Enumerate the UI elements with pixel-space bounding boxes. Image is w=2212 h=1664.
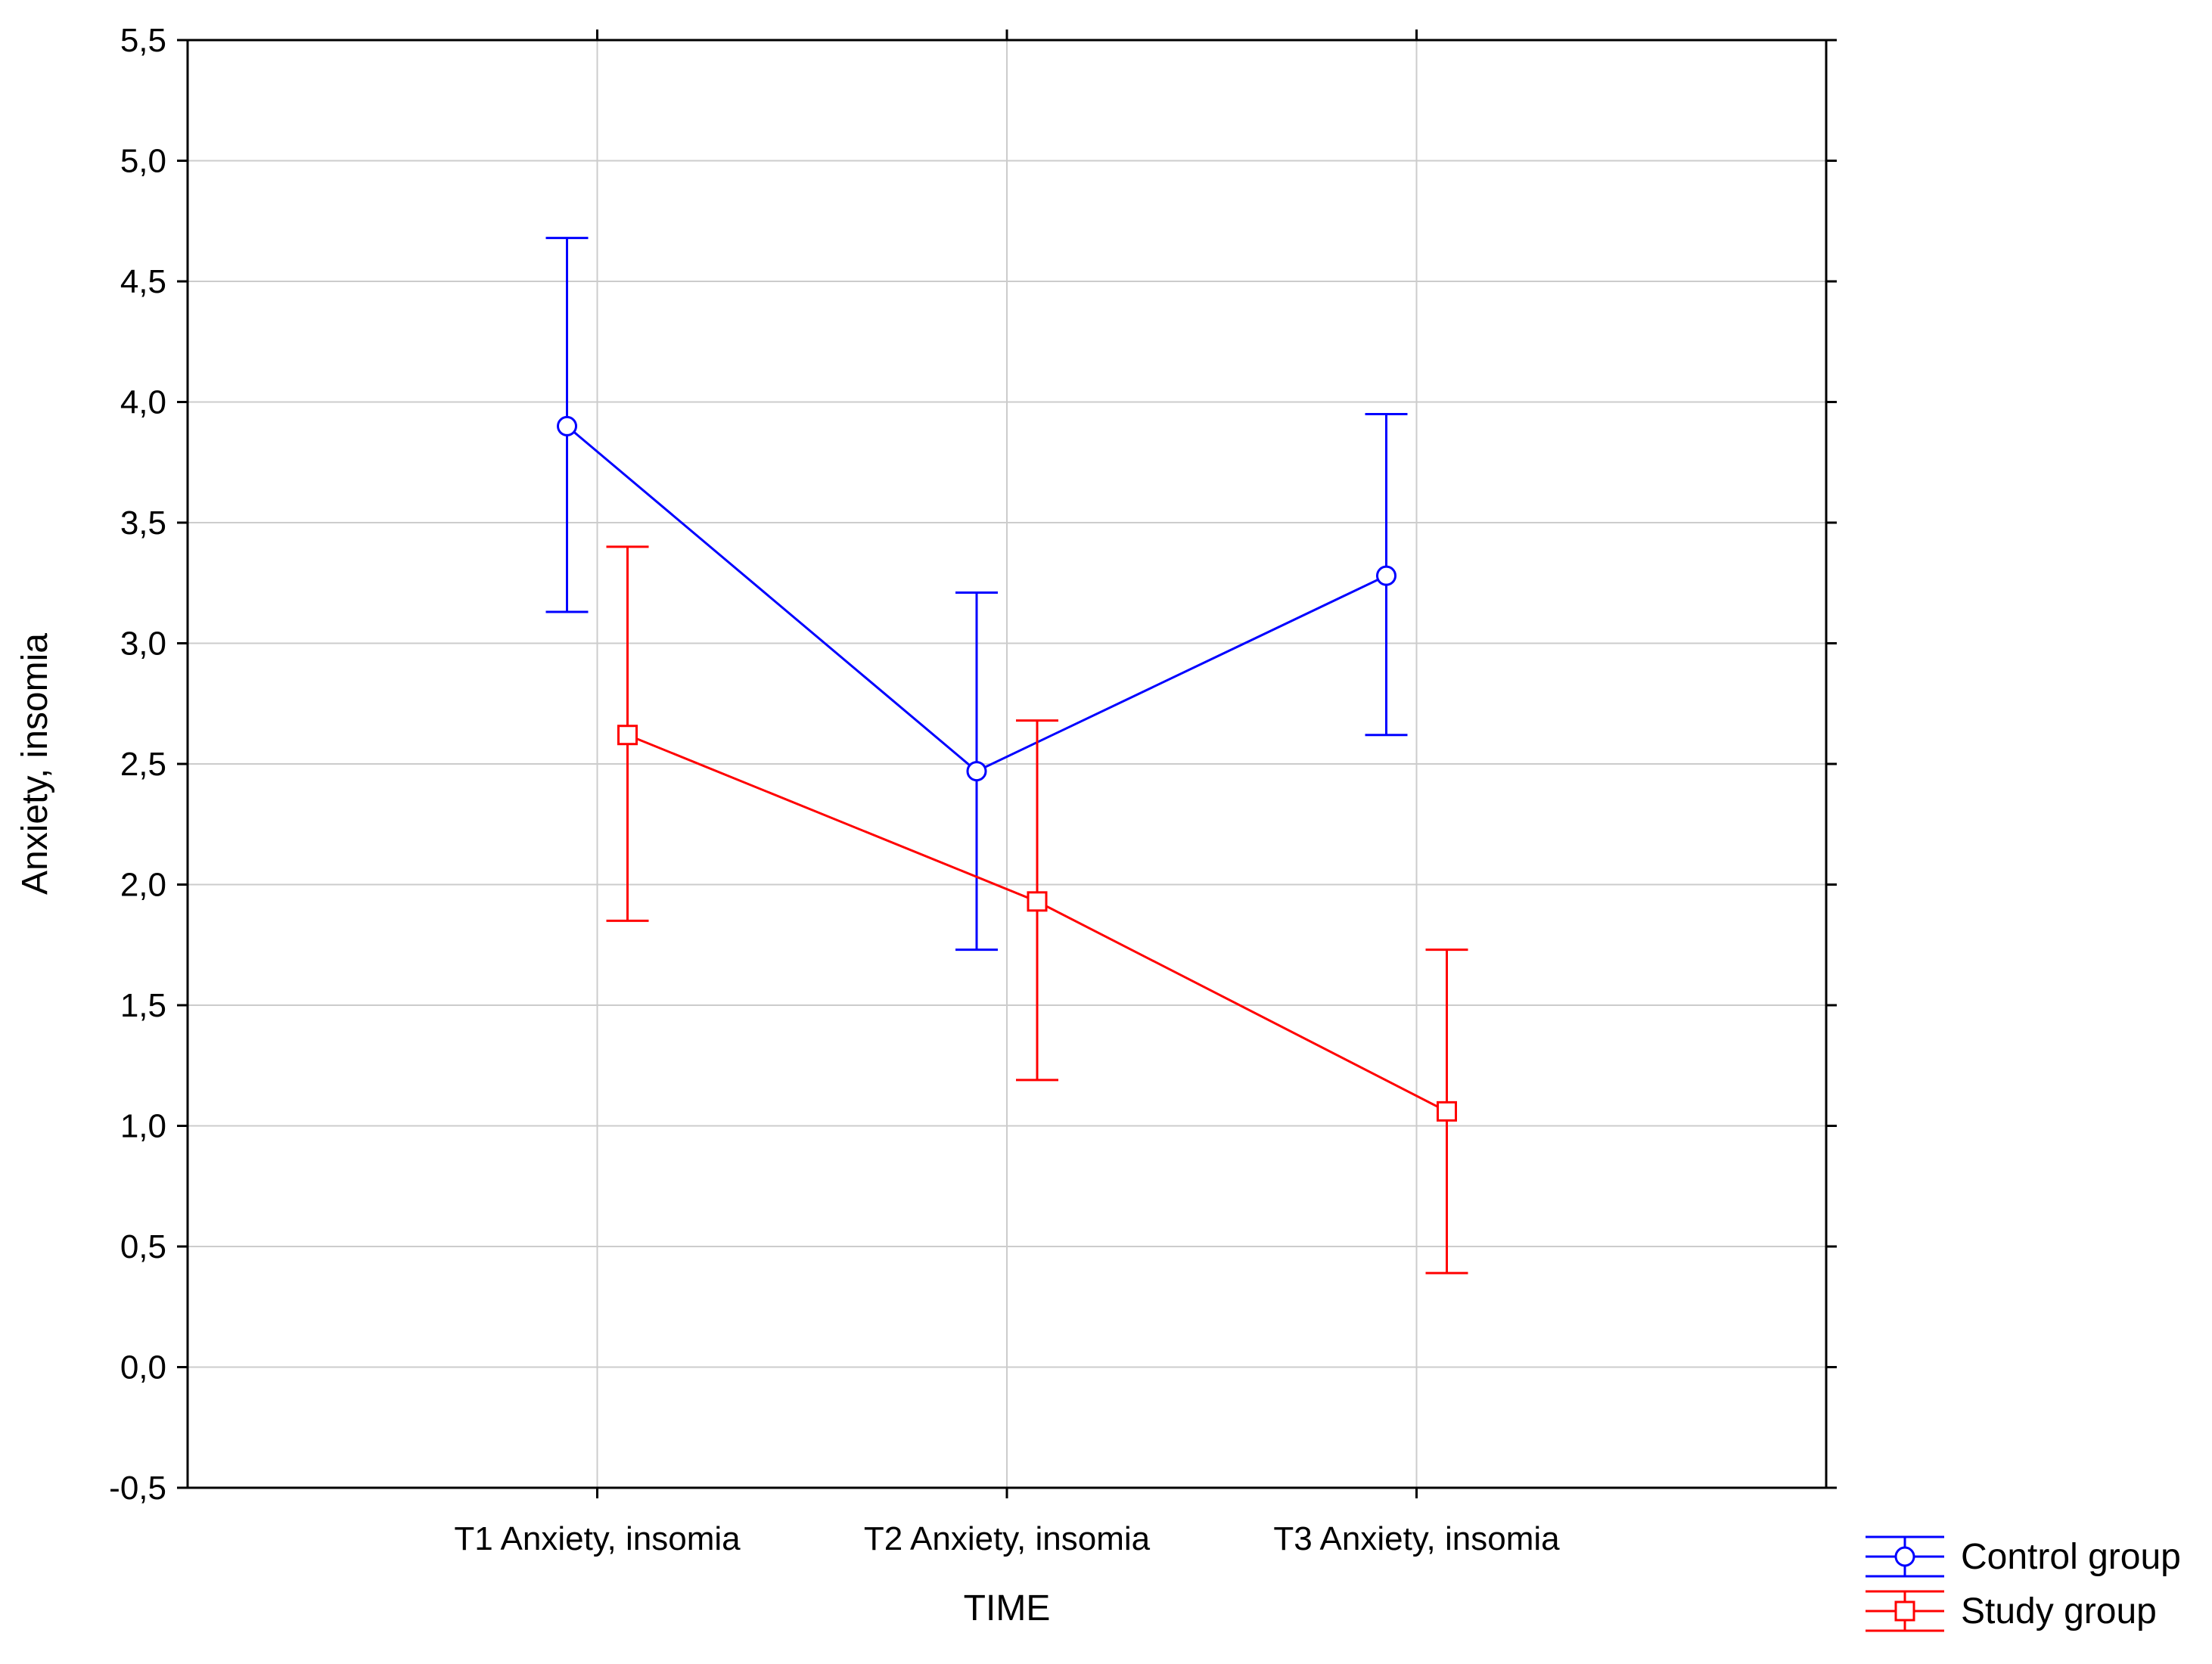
series-layer <box>545 237 1468 1274</box>
x-axis-title: TIME <box>964 1588 1051 1628</box>
x-tick-label: T2 Anxiety, insomia <box>864 1520 1151 1557</box>
y-tick-label: 2,0 <box>120 867 166 904</box>
x-tick-label: T3 Anxiety, insomia <box>1273 1520 1560 1557</box>
data-point <box>1027 891 1048 912</box>
series-study-group <box>606 545 1468 1274</box>
legend-marker <box>1894 1546 1915 1567</box>
legend-entry: Control group <box>1866 1535 2181 1578</box>
legend-marker <box>1894 1600 1915 1622</box>
y-axis-title: Anxiety, insomia <box>15 633 55 895</box>
y-tick-label: 0,5 <box>120 1228 166 1265</box>
series-control-group <box>545 237 1408 952</box>
y-tick-label: 3,5 <box>120 504 166 542</box>
data-point <box>617 725 638 746</box>
x-axis: T1 Anxiety, insomia T2 Anxiety, insomia T3… <box>454 29 1560 1557</box>
y-tick-label: 5,5 <box>120 22 166 59</box>
y-axis: -0,5 0,0 0,5 1,0 1,5 2,0 2,5 3,0 3,5 4,0 4,5 5,0 5,5 <box>109 22 1837 1507</box>
data-point <box>557 415 577 436</box>
legend-label: Study group <box>1961 1591 2157 1631</box>
y-tick-label: 2,5 <box>120 746 166 783</box>
y-tick-label: 1,0 <box>120 1108 166 1145</box>
y-tick-label: -0,5 <box>109 1470 166 1507</box>
data-point <box>1437 1101 1457 1122</box>
y-tick-label: 5,0 <box>120 143 166 180</box>
x-tick-label: T1 Anxiety, insomia <box>454 1520 741 1557</box>
y-tick-label: 4,5 <box>120 263 166 300</box>
y-tick-label: 4,0 <box>120 384 166 421</box>
legend: Control group Study group <box>1866 1535 2181 1632</box>
data-point <box>966 761 987 782</box>
y-tick-label: 3,0 <box>120 626 166 663</box>
y-tick-label: 0,0 <box>120 1349 166 1386</box>
grid <box>188 40 1826 1488</box>
y-tick-label: 1,5 <box>120 987 166 1024</box>
legend-label: Control group <box>1961 1537 2181 1577</box>
legend-entry: Study group <box>1866 1590 2157 1632</box>
data-point <box>1376 565 1396 586</box>
